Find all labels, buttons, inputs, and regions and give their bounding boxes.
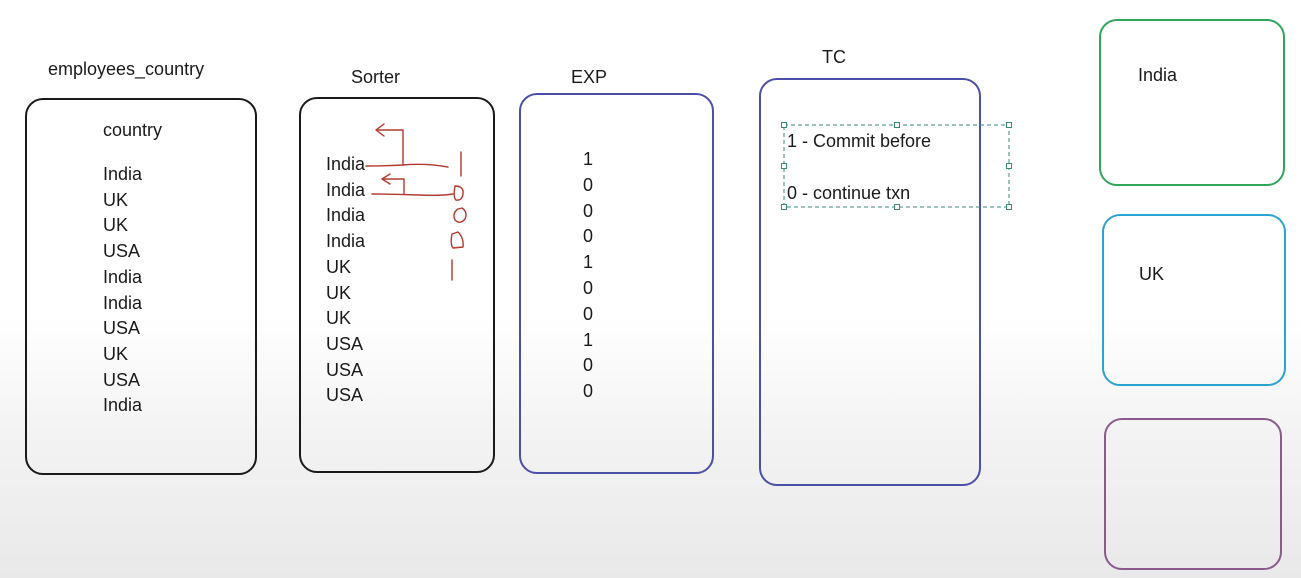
list-item: UK: [326, 256, 352, 277]
list-item: 0: [583, 226, 594, 247]
list-item: USA: [326, 385, 364, 406]
list-item: 0: [583, 303, 594, 324]
list-item: 0: [583, 381, 594, 402]
sorter-title: Sorter: [351, 67, 401, 87]
india-target-label: India: [1138, 65, 1178, 85]
list-item: India: [326, 179, 366, 200]
tc-box: [759, 78, 981, 486]
tc-title: TC: [822, 47, 846, 67]
uk-target-label: UK: [1139, 264, 1165, 284]
list-item: UK: [326, 282, 352, 303]
list-item: UK: [103, 189, 129, 210]
sorter-list: India India India India UK UK UK USA USA…: [326, 152, 365, 409]
list-item: USA: [103, 241, 141, 262]
list-item: 0: [583, 174, 594, 195]
exp-box: [519, 93, 714, 474]
employees-country-list: India UK UK USA India India USA UK USA I…: [103, 162, 142, 419]
list-item: India: [326, 231, 366, 252]
list-item: India: [103, 395, 143, 416]
employees-country-title: employees_country: [48, 59, 205, 79]
list-item: 1: [583, 329, 594, 350]
list-item: 1: [583, 252, 594, 273]
list-item: India: [103, 266, 143, 287]
country-header: country: [103, 120, 163, 140]
sorter-box: [299, 97, 495, 473]
employees-country-box: [25, 98, 257, 475]
third-target-box: [1104, 418, 1282, 570]
exp-list: 1 0 0 0 1 0 0 1 0 0: [583, 147, 593, 405]
list-item: India: [326, 154, 366, 174]
list-item: UK: [326, 308, 352, 329]
list-item: India: [326, 205, 366, 226]
tc-line-continue: 0 - continue txn: [787, 183, 911, 203]
list-item: 0: [583, 355, 594, 376]
list-item: UK: [103, 215, 129, 236]
list-item: 0: [583, 200, 594, 221]
list-item: 0: [583, 277, 594, 298]
list-item: USA: [103, 318, 141, 339]
uk-target-box: [1102, 214, 1286, 386]
list-item: USA: [326, 359, 364, 380]
list-item: India: [103, 292, 143, 313]
tc-line-commit: 1 - Commit before: [787, 131, 932, 151]
list-item: 1: [583, 149, 594, 169]
india-target-box: [1099, 19, 1285, 186]
exp-title: EXP: [571, 67, 608, 87]
list-item: UK: [103, 343, 129, 364]
list-item: USA: [326, 333, 364, 354]
list-item: India: [103, 164, 143, 184]
list-item: USA: [103, 369, 141, 390]
